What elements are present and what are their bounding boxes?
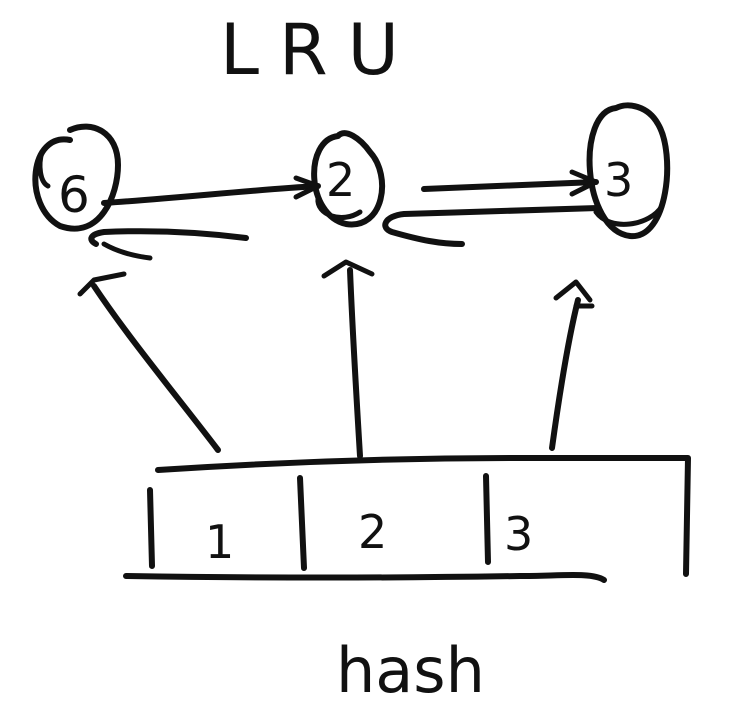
hash-caption: hash [336,634,485,707]
hash-cell-2-label: 2 [358,505,387,559]
forward-arrow-2-3 [421,179,599,192]
node-1-stroke [37,149,51,189]
pointer-cell-1-head [77,271,127,297]
hash-table-top-edge [155,454,691,577]
node-2-circle [311,130,385,228]
hash-divider-1 [297,475,307,571]
list-node-1: 6 [32,123,121,232]
back-arrow-3-2 [382,205,601,247]
pointer-cell-3-head [553,279,593,303]
node-2-stroke [315,195,363,220]
pointer-cell-2-head [321,259,375,279]
back-arrow-2-1-tail [101,241,153,261]
node-1-circle [32,123,121,232]
hash-divider-2 [483,473,491,565]
node-3-label: 3 [604,153,633,207]
hash-cell-1-label: 1 [205,515,234,569]
hash-cell-3-label: 3 [504,507,533,561]
node-3-circle [586,102,671,240]
back-arrow-2-1 [88,228,249,247]
back-links [88,205,601,261]
list-node-2: 2 [311,130,385,228]
forward-links [101,169,599,206]
node-3-stroke [593,203,665,227]
forward-arrow-2-3-head [569,169,599,197]
hash-pointers [77,259,595,459]
pointer-cell-2 [347,267,363,459]
hash-table: 1 2 3 [123,454,691,583]
node-2-label: 2 [326,153,355,207]
hash-table-bottom-edge [123,572,607,583]
forward-arrow-1-2-head [293,175,321,200]
hash-table-left-edge [147,487,155,569]
forward-arrow-1-2 [101,183,321,206]
node-1-label: 6 [58,166,90,224]
list-node-3: 3 [586,102,671,240]
pointer-cell-3 [549,297,581,451]
pointer-cell-1 [91,283,221,453]
diagram-title: LRU [220,9,419,91]
